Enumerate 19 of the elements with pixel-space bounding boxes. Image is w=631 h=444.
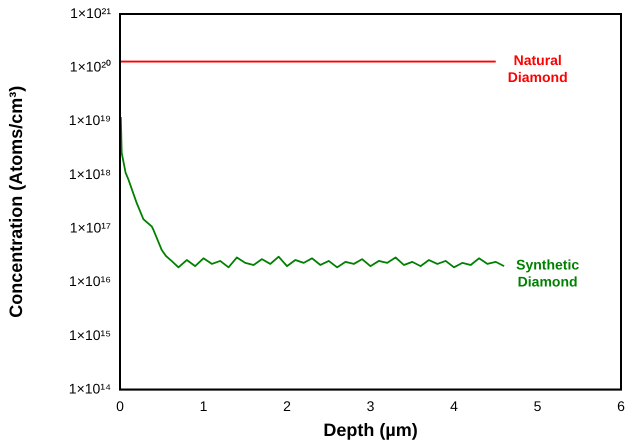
x-tick-label: 5 [534,398,542,414]
x-tick-label: 0 [116,398,124,414]
y-tick-label: 1×10²⁰ [70,58,111,75]
y-axis-title: Concentration (Atoms/cm³) [6,86,26,318]
series-label: Synthetic Diamond [516,256,580,290]
x-tick-label: 2 [283,398,292,414]
y-tick-label: 1×10¹⁹ [68,112,111,128]
y-tick-label: 1×10¹⁵ [69,326,111,343]
x-tick-label: 1 [200,398,208,414]
y-tick-label: 1×10²¹ [70,4,112,21]
y-tick-label: 1×10¹⁴ [68,380,111,396]
series-label: Natural Diamond [508,52,568,85]
x-tick-label: 6 [617,398,626,414]
x-axis-title: Depth (µm) [323,420,418,440]
y-tick-label: 1×10¹⁷ [70,219,111,236]
y-tick-label: 1×10¹⁸ [68,166,112,182]
x-tick-label: 4 [450,398,458,414]
x-tick-label: 3 [366,398,375,414]
y-tick-label: 1×10¹⁶ [69,273,111,290]
